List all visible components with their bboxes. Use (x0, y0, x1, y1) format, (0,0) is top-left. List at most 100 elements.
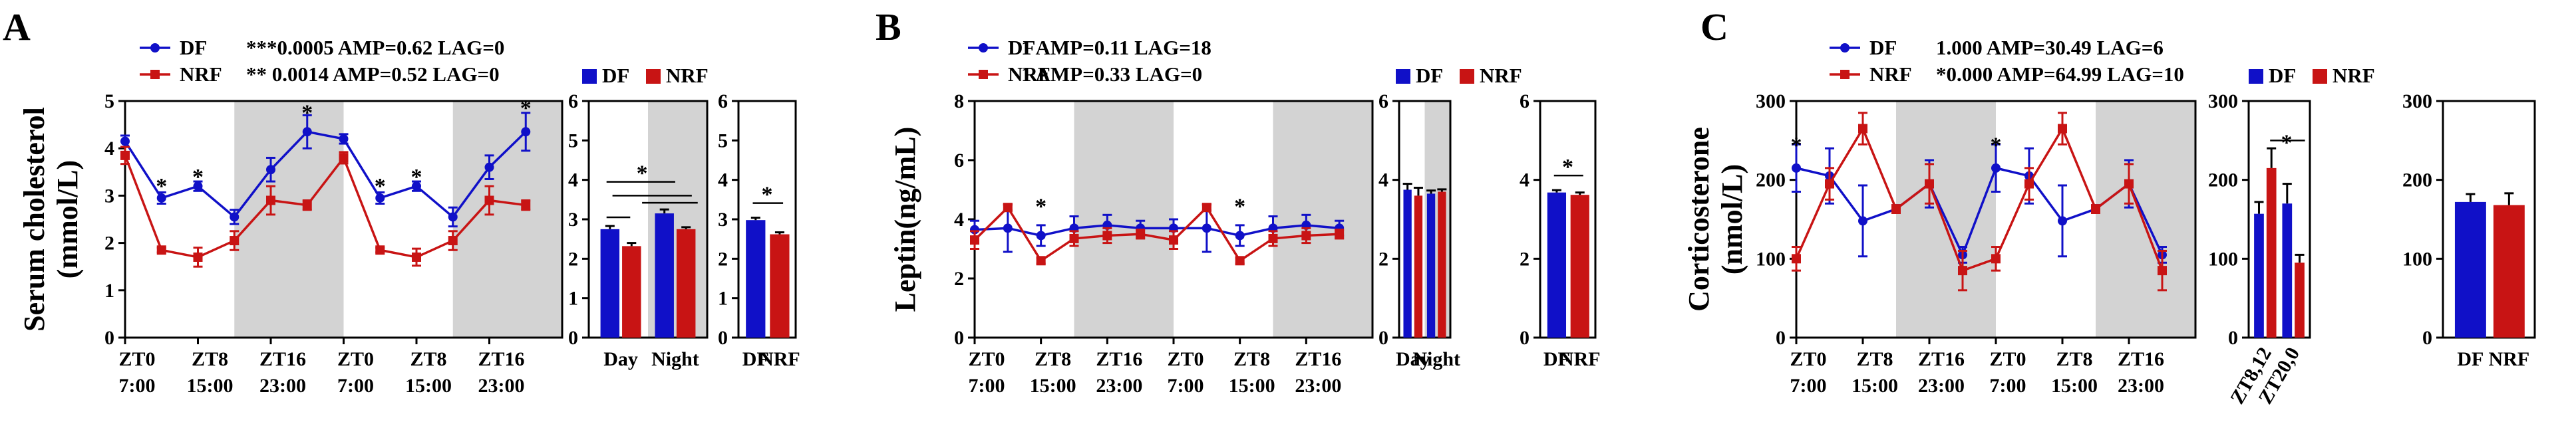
panel-a-letter: A (3, 5, 31, 49)
panel-b-x-tick-label: ZT16 (1295, 348, 1341, 370)
panel-c-legend-marker-df (1840, 43, 1850, 53)
panel-c-point-df (2058, 216, 2067, 226)
panel-c-x-tick-label: ZT8 (2056, 348, 2092, 370)
panel-b-bar-legend-df: DF (1416, 64, 1443, 87)
panel-c-point-nrf (2158, 266, 2167, 276)
panel-a-bar-legend-nrf: NRF (666, 64, 709, 87)
panel-a-bar-y-tick-label: 2 (568, 248, 578, 270)
panel-b-mean-significance-star: * (1562, 155, 1573, 179)
panel-b-mean-category: DF (1543, 348, 1570, 370)
panel-b-point-nrf (1036, 256, 1046, 266)
panel-a-bar-y-tick-label: 5 (568, 130, 578, 152)
panel-b-legend-marker-nrf (979, 70, 988, 79)
panel-b-x-tick-label: ZT0 (1167, 348, 1204, 370)
panel-c-legend-stats: *0.000 AMP=64.99 LAG=10 (1936, 62, 2184, 86)
panel-b-legend-series: NRF (1008, 62, 1050, 86)
panel-a-x-tick-label: ZT0 (337, 348, 374, 370)
panel-c-bar-y-tick-label: 100 (2208, 248, 2238, 270)
panel-c-x-tick-time: 15:00 (2051, 375, 2098, 397)
panel-b-legend-stats: 1 AMP=0.11 LAG=18 (1021, 36, 1211, 59)
panel-b-y-tick-label: 8 (954, 90, 964, 112)
panel-a-bar-nrf (676, 229, 696, 338)
panel-c-x-tick-label: ZT0 (1989, 348, 2026, 370)
panel-b-point-nrf (1235, 256, 1245, 266)
panel-a-bar-y-tick-label: 4 (568, 169, 578, 191)
panel-c-point-nrf (2058, 124, 2067, 134)
panel-c-mean-y-tick-label: 100 (2402, 248, 2432, 270)
panel-a-bar-df (600, 229, 620, 338)
panel-b-bar-y-tick-label: 4 (1378, 169, 1388, 191)
panel-a-y-axis-label: (mmol/L) (51, 160, 84, 278)
panel-a-legend-series: DF (180, 36, 207, 59)
panel-b-y-tick-label: 0 (954, 327, 964, 349)
panel-a-point-nrf (156, 245, 166, 255)
panel-a-mean-bar-nrf (770, 234, 790, 338)
panel-b-dark-phase-shading (1273, 101, 1372, 338)
panel-c-bar-df (2282, 203, 2293, 338)
panel-a-legend-marker-df (150, 43, 160, 53)
panel-a-point-nrf (484, 195, 494, 205)
panel-b-significance-star: * (1035, 194, 1046, 219)
panel-a-dark-phase-shading (452, 101, 562, 338)
panel-c-mean-bar-chart: 0 100 200 300 DF NRF (2402, 90, 2536, 370)
panel-c-y-axis-label: Corticosterone (1683, 127, 1715, 312)
panel-c-bar-y-tick-label: 0 (2228, 327, 2238, 349)
panel-b-point-nrf (1003, 203, 1013, 213)
panel-b-line-chart: B 0 2 4 6 8 Leptin(ng/mL) ZT0 7:00 ZT8 15:00 ZT16 23… (876, 5, 1374, 397)
panel-a-point-nrf (521, 200, 531, 210)
panel-b-series-df-line (974, 224, 1340, 237)
panel-b-legend-series: DF (1008, 36, 1035, 59)
panel-a-x-tick-label: ZT16 (259, 348, 306, 370)
panel-a-x-tick-label: ZT8 (192, 348, 228, 370)
panel-c-point-nrf (2024, 179, 2034, 189)
panel-b-legend-marker-df (979, 43, 988, 53)
panel-c-mean-bar-nrf (2493, 205, 2525, 338)
panel-a-mean-y-tick-label: 1 (718, 288, 728, 310)
panel-a-x-tick-time: 15:00 (187, 375, 234, 397)
panel-a-x-tick-time: 23:00 (259, 375, 306, 397)
panel-c-mean-category: DF (2457, 348, 2484, 370)
panel-a-point-df (412, 181, 421, 191)
panel-a-bar-category: Day (603, 348, 638, 370)
panel-a-point-nrf (412, 252, 421, 262)
panel-a-point-df (266, 165, 275, 175)
panel-a-point-nrf (193, 252, 203, 262)
panel-c-significance-star: * (1991, 133, 2002, 158)
panel-a-point-nrf (339, 153, 349, 163)
panel-a-y-tick-label: 0 (104, 327, 114, 349)
panel-b-x-tick-time: 23:00 (1295, 375, 1341, 397)
panel-c-y-tick-label: 300 (1756, 90, 1786, 112)
panel-a-bar-y-tick-label: 3 (568, 209, 578, 231)
panel-c-legend-series: NRF (1869, 62, 1912, 86)
panel-c-bar-legend-df-swatch (2249, 69, 2263, 84)
panel-a-bar-y-tick-label: 1 (568, 288, 578, 310)
panel-c-point-nrf (1958, 266, 1967, 276)
panel-a-x-tick-time: 23:00 (478, 375, 525, 397)
panel-a-grouped-bar-chart: 0 1 2 3 4 5 6 Day Night DF NRF * (568, 64, 709, 370)
panel-c-bar-nrf (2295, 263, 2305, 338)
panel-c-x-tick-time: 23:00 (1918, 375, 1965, 397)
panel-a-y-tick-label: 4 (104, 138, 114, 159)
panel-c-significance-star: * (1791, 133, 1802, 158)
panel-c-x-tick-label: ZT0 (1790, 348, 1826, 370)
panel-a-mean-bar-df (746, 220, 766, 338)
panel-a-bar-significance-star: * (637, 161, 648, 186)
panel-b-x-tick-time: 15:00 (1229, 375, 1275, 397)
panel-a-significance-star: * (301, 101, 313, 126)
panel-a-point-nrf (375, 245, 385, 255)
panel-b-point-nrf (1268, 233, 1278, 243)
panel-a-bar-legend-nrf-swatch (646, 69, 661, 84)
panel-a-bar-category: Night (651, 348, 699, 370)
panel-b-x-tick-label: ZT16 (1096, 348, 1142, 370)
panel-b-mean-y-tick-label: 4 (1520, 169, 1530, 191)
panel-a-point-df (339, 134, 349, 144)
panel-b-mean-category: NRF (1559, 348, 1601, 370)
panel-b-y-tick-label: 4 (954, 209, 964, 231)
panel-b-x-tick-label: ZT8 (1233, 348, 1270, 370)
panel-c-line-chart: C 0 100 200 300 Corticosterone (nmol/L) ZT0 7:00… (1683, 5, 2197, 397)
panel-c-x-tick-time: 23:00 (2118, 375, 2164, 397)
panel-b-bar-legend-df-swatch (1396, 69, 1410, 84)
panel-b-point-nrf (1301, 231, 1311, 241)
